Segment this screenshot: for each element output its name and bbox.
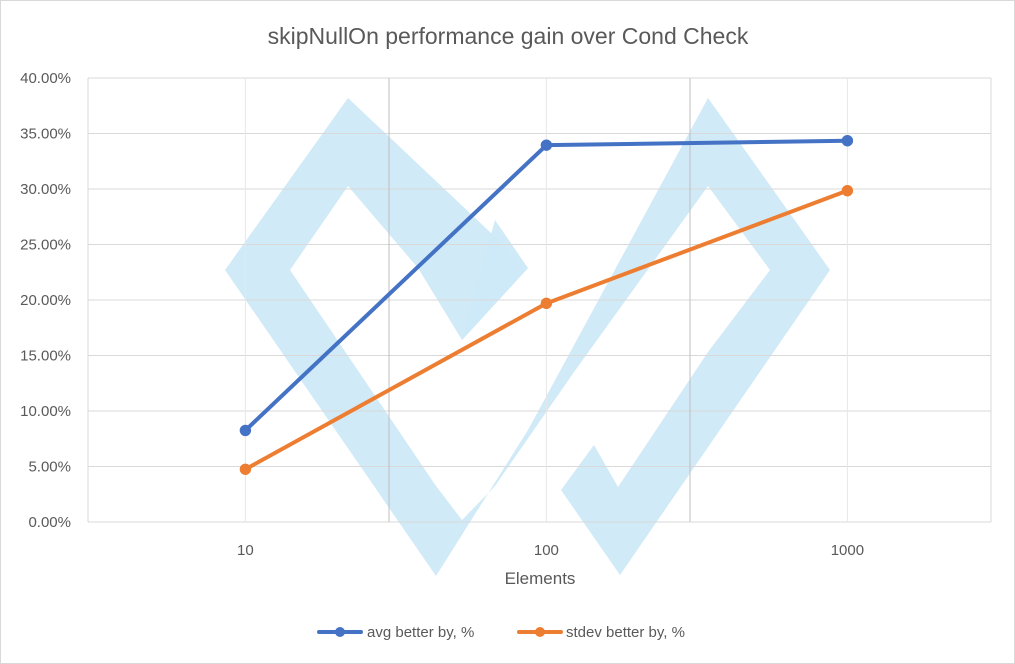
- y-tick-label: 35.00%: [20, 126, 71, 143]
- axis-ticks: 0.00% 5.00% 10.00% 15.00% 20.00% 25.00% 30.00%…: [20, 70, 864, 559]
- y-tick-label: 0.00%: [28, 514, 71, 531]
- series-layer: [239, 135, 854, 475]
- y-tick-label: 5.00%: [28, 459, 71, 476]
- x-tick-label: 100: [534, 542, 559, 559]
- y-tick-label: 20.00%: [20, 292, 71, 309]
- legend-label-1: avg better by, %: [367, 624, 474, 641]
- legend-item-1: avg better by, %: [317, 624, 474, 641]
- series-2-point-1: [239, 463, 252, 475]
- legend-marker-2: [535, 627, 545, 637]
- series-1-point-2: [540, 139, 553, 151]
- y-tick-label: 25.00%: [20, 237, 71, 254]
- series-2-point-2: [540, 297, 553, 310]
- watermark-right-shape: [436, 98, 830, 576]
- chart-title: skipNullOn performance gain over Cond Ch…: [268, 23, 749, 49]
- legend-item-2: stdev better by, %: [517, 624, 685, 641]
- y-tick-label: 10.00%: [20, 403, 71, 420]
- legend: avg better by, % stdev better by, %: [317, 624, 685, 641]
- legend-marker-1: [335, 627, 345, 637]
- x-tick-label: 1000: [831, 542, 864, 559]
- legend-label-2: stdev better by, %: [566, 624, 685, 641]
- y-tick-label: 30.00%: [20, 181, 71, 198]
- series-1-point-1: [239, 424, 252, 437]
- series-2-point-3: [841, 184, 854, 197]
- series-1-point-3: [841, 135, 854, 147]
- x-tick-label: 10: [237, 542, 254, 559]
- gridlines: [87, 77, 992, 523]
- watermark-center-spur: [462, 220, 528, 340]
- watermark-logo: [225, 98, 830, 576]
- y-tick-label: 15.00%: [20, 348, 71, 365]
- y-tick-label: 40.00%: [20, 70, 71, 87]
- watermark-left-shape: [225, 98, 528, 576]
- x-axis-title: Elements: [505, 569, 576, 588]
